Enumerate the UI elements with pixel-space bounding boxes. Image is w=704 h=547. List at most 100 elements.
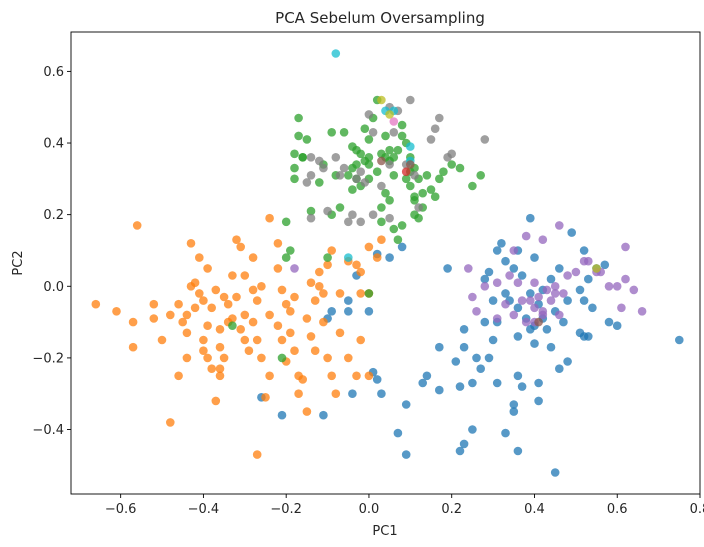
data-point-blue-cluster-4 (459, 439, 469, 449)
data-point-green-cluster-28 (447, 160, 457, 169)
data-point-orange-cluster-29 (228, 271, 237, 280)
data-point-cyan-cluster-5 (344, 253, 353, 262)
data-point-orange-cluster-75 (166, 310, 175, 320)
data-point-blue-cluster-59 (517, 271, 527, 280)
data-point-blue-cluster-67 (600, 260, 610, 270)
data-point-blue-cluster-7 (393, 428, 403, 438)
data-point-blue-cluster-88 (509, 400, 519, 409)
data-point-purple-cluster-0 (464, 264, 473, 273)
data-point-orange-cluster-80 (265, 310, 274, 320)
data-point-orange-cluster-90 (257, 282, 266, 291)
data-point-green-cluster-9 (372, 167, 382, 176)
data-point-blue-cluster-27 (530, 339, 539, 348)
data-point-orange-cluster-35 (252, 335, 262, 345)
data-point-green-cluster-58 (327, 128, 337, 137)
data-point-blue-cluster-39 (513, 303, 523, 313)
data-point-green-cluster-19 (418, 188, 428, 198)
data-point-green-cluster-27 (439, 167, 448, 176)
data-point-grey-cluster-26 (385, 213, 394, 223)
data-point-orange-cluster-6 (128, 342, 138, 352)
data-point-blue-cluster-62 (492, 246, 502, 255)
data-point-purple-cluster-29 (513, 278, 523, 288)
data-point-grey-cluster-16 (435, 113, 444, 123)
data-point-blue-cluster-32 (542, 325, 552, 334)
data-point-purple-cluster-42 (290, 264, 299, 273)
data-point-blue-cluster-5 (455, 446, 465, 456)
data-point-green-cluster-65 (281, 253, 291, 262)
data-point-green-cluster-21 (406, 181, 415, 191)
data-point-green-cluster-57 (290, 163, 299, 173)
x-tick-label: 0.8 (690, 502, 704, 517)
data-point-orange-cluster-62 (323, 260, 332, 270)
data-point-green-cluster-6 (348, 185, 357, 194)
data-point-blue-cluster-87 (509, 407, 519, 416)
data-point-green-cluster-62 (306, 206, 316, 216)
data-point-orange-cluster-83 (286, 307, 295, 316)
data-point-grey-cluster-0 (315, 156, 324, 166)
data-point-blue-cluster-43 (575, 285, 585, 295)
data-point-orange-cluster-53 (323, 353, 332, 363)
data-point-green-cluster-68 (323, 253, 332, 262)
data-point-purple-cluster-11 (555, 310, 564, 320)
data-point-blue-cluster-50 (546, 274, 556, 284)
data-point-orange-cluster-92 (228, 314, 237, 323)
data-point-orange-cluster-98 (199, 346, 208, 356)
data-point-green-cluster-69 (364, 289, 374, 298)
data-point-purple-cluster-24 (538, 235, 548, 244)
data-point-purple-cluster-18 (621, 274, 630, 284)
data-point-orange-cluster-40 (265, 213, 274, 223)
data-point-blue-cluster-86 (501, 428, 510, 438)
data-point-grey-cluster-15 (430, 124, 440, 133)
chart-title: PCA Sebelum Oversampling (275, 9, 485, 27)
data-point-grey-cluster-6 (306, 171, 316, 180)
data-point-olive-cluster-0 (377, 95, 386, 105)
data-point-orange-cluster-9 (174, 371, 183, 381)
data-point-purple-cluster-31 (542, 285, 552, 295)
data-point-blue-cluster-90 (459, 325, 469, 334)
data-point-blue-cluster-26 (513, 332, 523, 341)
data-point-blue-cluster-73 (319, 410, 328, 420)
data-point-grey-cluster-17 (480, 135, 490, 144)
data-point-green-cluster-42 (414, 213, 423, 223)
data-point-blue-cluster-60 (530, 253, 539, 262)
data-point-purple-cluster-34 (472, 307, 481, 316)
data-point-orange-cluster-67 (356, 267, 366, 277)
y-axis: −0.4 −0.2 0.0 0.2 0.4 0.6 (32, 65, 71, 438)
data-point-orange-cluster-10 (182, 353, 192, 363)
data-point-orange-cluster-101 (356, 289, 366, 298)
data-point-orange-cluster-77 (195, 289, 204, 298)
data-point-orange-cluster-15 (186, 239, 196, 248)
data-point-orange-cluster-52 (319, 317, 328, 327)
data-point-orange-cluster-57 (344, 353, 353, 363)
data-point-green-cluster-33 (389, 171, 399, 180)
data-point-blue-cluster-12 (468, 378, 477, 388)
data-point-orange-cluster-30 (232, 235, 241, 244)
data-point-orange-cluster-56 (335, 328, 345, 338)
data-point-purple-cluster-6 (517, 296, 527, 305)
data-point-orange-cluster-49 (302, 407, 312, 416)
x-tick-label: 0.0 (359, 502, 380, 517)
data-point-cyan-cluster-3 (406, 142, 415, 151)
data-point-blue-cluster-66 (579, 246, 589, 255)
data-point-orange-cluster-86 (306, 332, 316, 341)
data-point-orange-cluster-88 (315, 282, 324, 291)
data-point-grey-cluster-22 (323, 206, 332, 216)
data-point-green-cluster-11 (385, 145, 394, 155)
data-point-purple-cluster-39 (550, 289, 560, 298)
data-point-orange-cluster-69 (364, 242, 374, 252)
data-point-orange-cluster-81 (273, 321, 283, 331)
data-point-grey-cluster-13 (406, 95, 415, 105)
data-point-blue-cluster-18 (484, 353, 494, 363)
data-point-grey-cluster-5 (356, 167, 366, 176)
data-point-orange-cluster-48 (294, 389, 303, 399)
data-point-green-cluster-77 (364, 153, 374, 162)
data-point-purple-cluster-21 (617, 303, 626, 313)
data-point-grey-cluster-21 (348, 210, 357, 219)
data-point-orange-cluster-61 (315, 267, 324, 277)
x-axis-label: PC1 (372, 524, 397, 539)
data-point-orange-cluster-91 (252, 296, 262, 305)
data-point-blue-cluster-25 (488, 335, 498, 345)
data-point-orange-cluster-93 (236, 325, 245, 334)
data-point-orange-cluster-78 (211, 285, 221, 295)
data-point-orange-cluster-55 (331, 389, 341, 399)
